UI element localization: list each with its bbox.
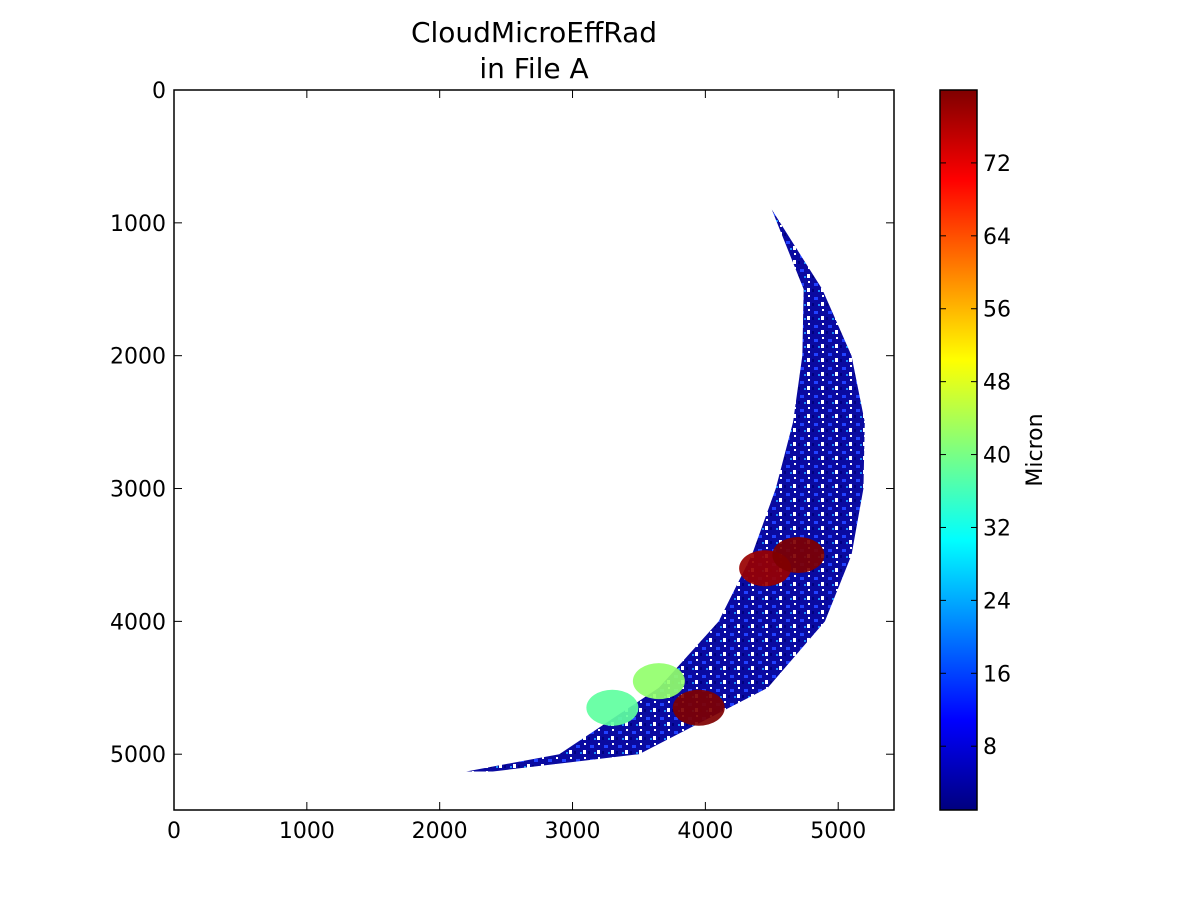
x-tick-label: 2000 [412,819,468,844]
colorbar-tick-label: 40 [983,444,1011,469]
colorbar [939,89,978,811]
value-patch-3 [772,536,825,573]
colorbar-tick-label: 56 [983,298,1011,323]
axis-layer: 0 1000 2000 3000 4000 5000 0 1000 2000 3000 4000 50… [110,79,894,844]
chart-title-line-1: CloudMicroEffRad [410,16,658,49]
value-patch-4 [632,663,685,700]
x-tick-label: 3000 [545,819,601,844]
y-tick-label: 0 [152,79,166,104]
y-tick-label: 2000 [110,345,166,370]
value-patch-5 [586,689,639,726]
colorbar-tick-label: 16 [983,662,1011,687]
x-tick-label: 1000 [279,819,335,844]
x-tick-label: 4000 [677,819,733,844]
y-tick-label: 4000 [110,610,166,635]
colorbar-tick-label: 72 [983,152,1011,177]
x-tick-label: 5000 [810,819,866,844]
colorbar-tick-label: 64 [983,225,1011,250]
colorbar-tick-label: 48 [983,371,1011,396]
chart-title-line-2: in File A [479,52,589,85]
plot-frame [173,89,895,811]
y-tick-label: 5000 [110,743,166,768]
colorbar-ticks: 8 16 24 32 40 48 56 64 72 [940,152,1011,760]
x-tick-label: 0 [167,819,181,844]
cloud-effective-radius-swath [466,209,865,772]
colorbar-tick-label: 8 [983,735,997,760]
heatmap-layer [466,209,865,772]
colorbar-tick-label: 24 [983,589,1011,614]
y-tick-label: 1000 [110,212,166,237]
colorbar-tick-label: 32 [983,516,1011,541]
value-patch-1 [672,689,725,726]
colorbar-label: Micron [1023,413,1048,486]
y-tick-label: 3000 [110,478,166,503]
